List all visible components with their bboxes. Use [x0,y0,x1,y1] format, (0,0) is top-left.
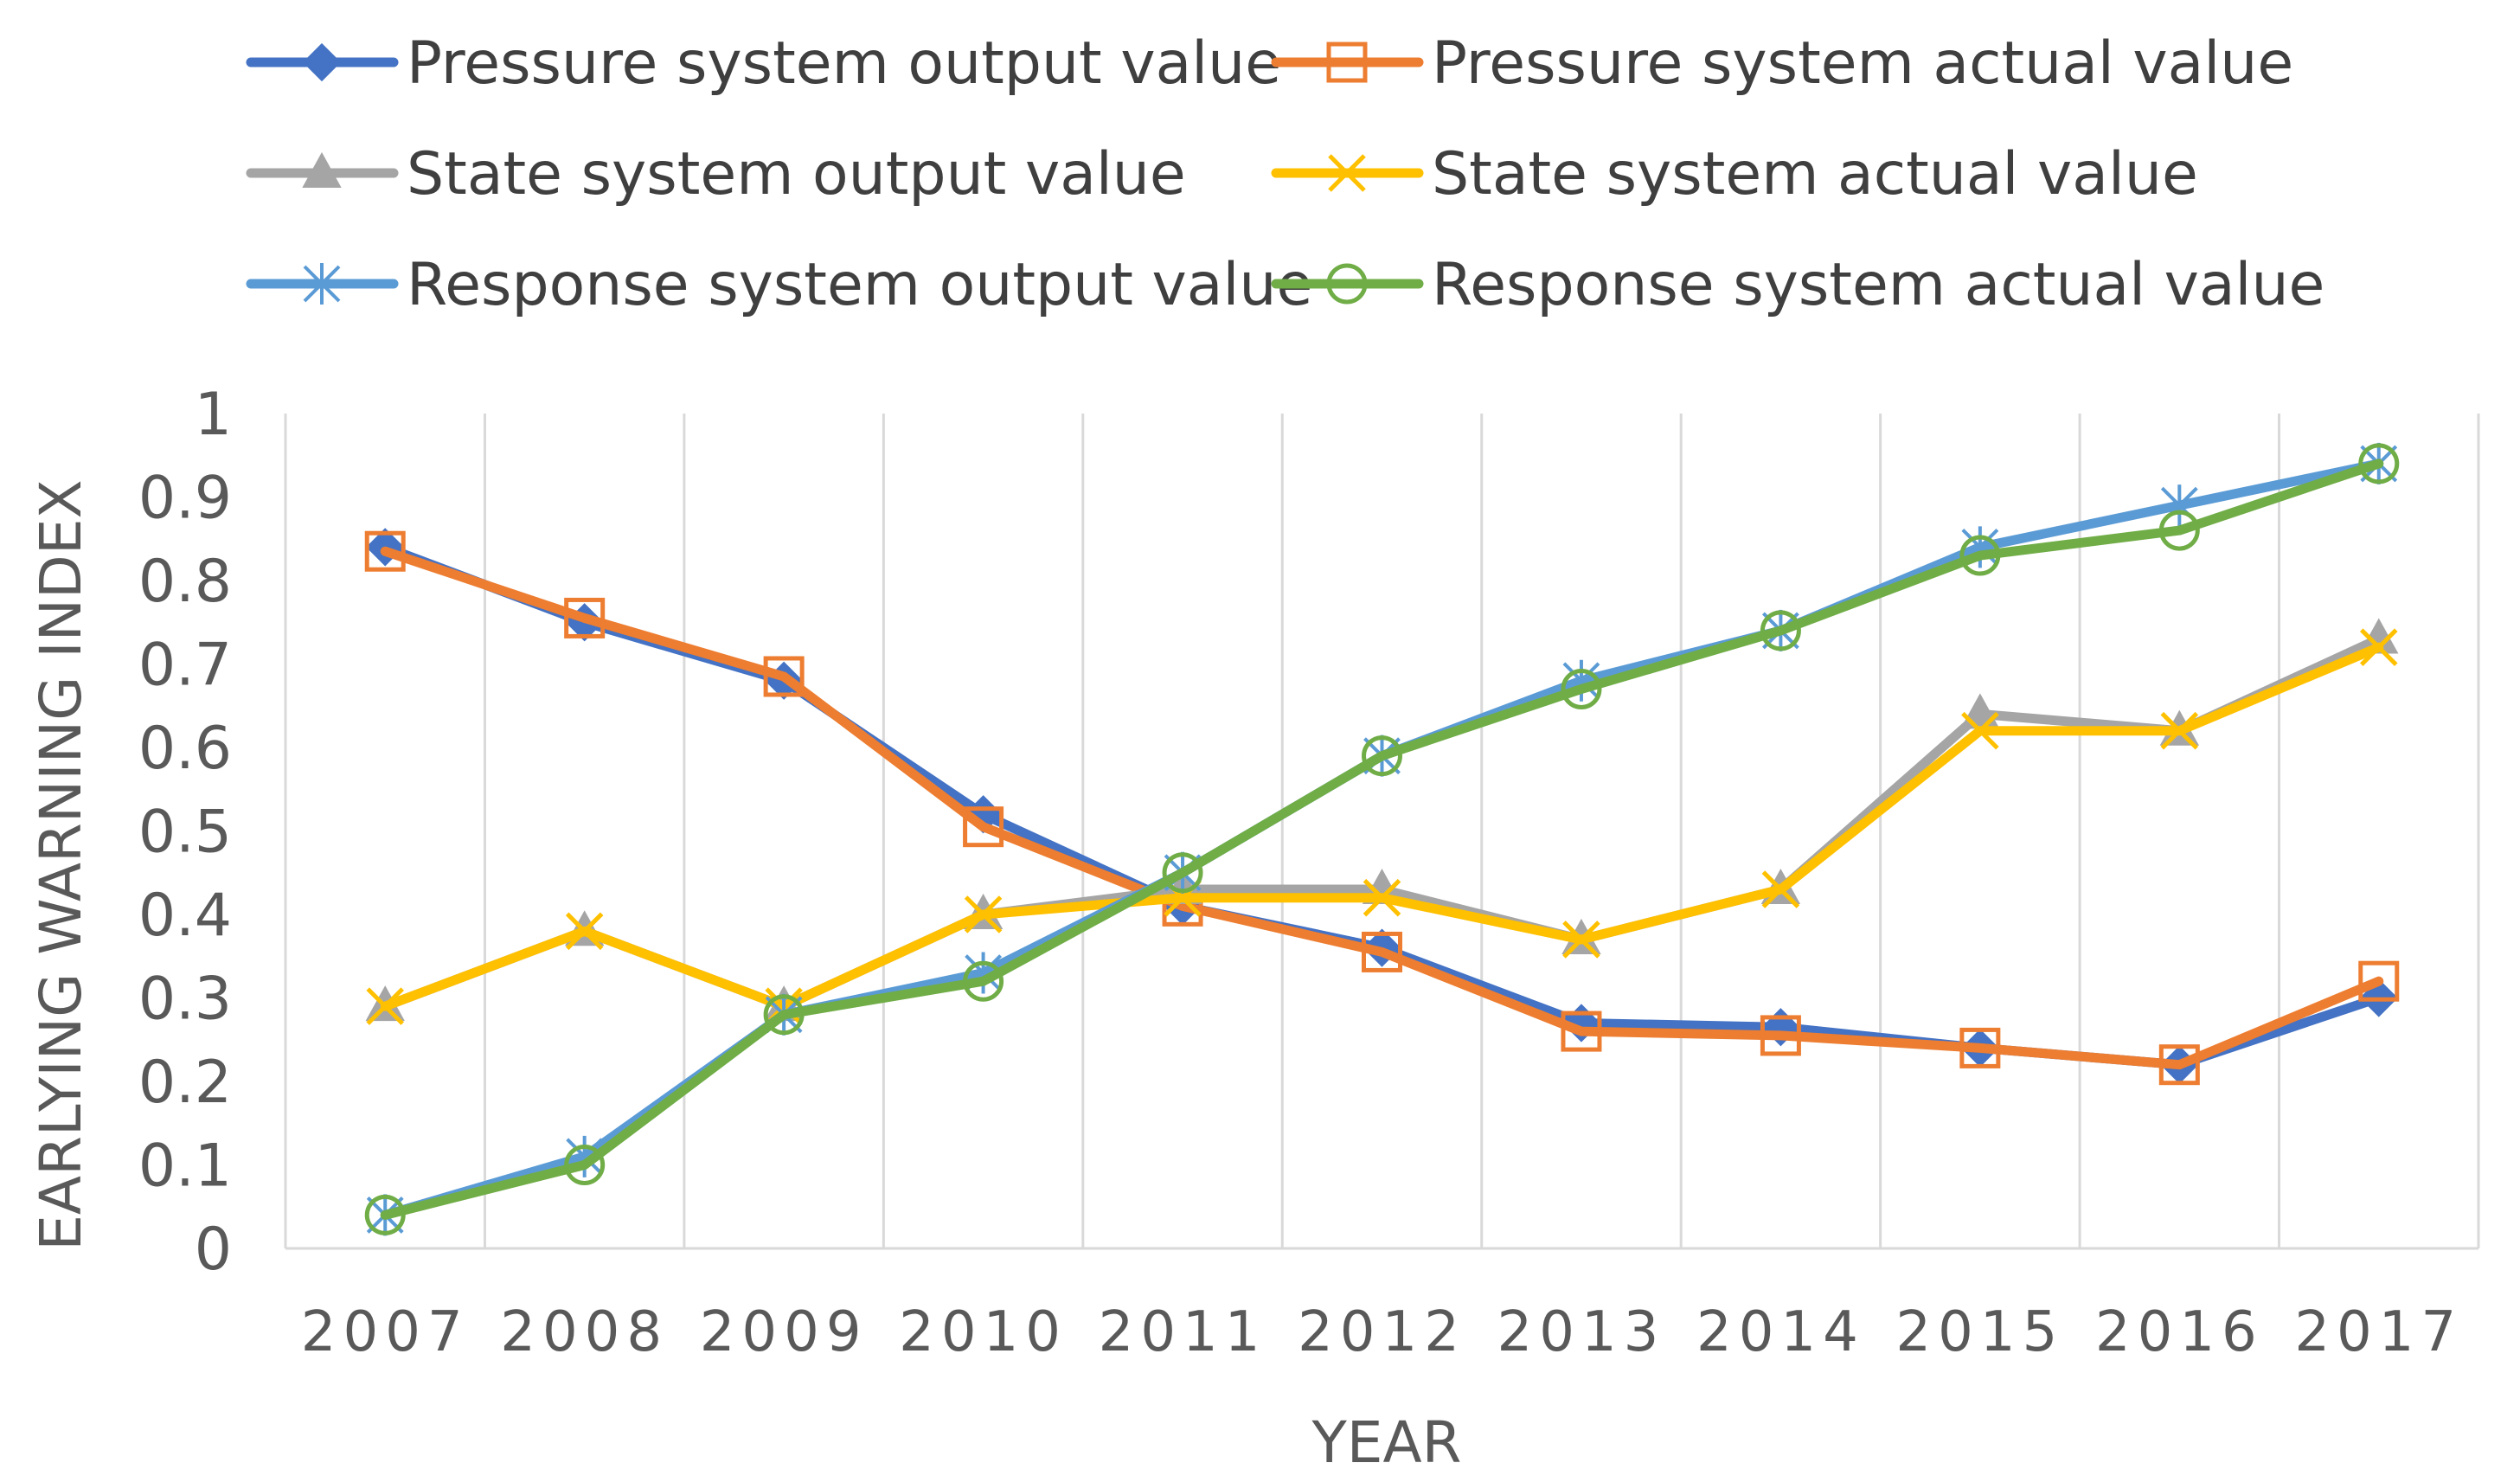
data-point [1362,735,1402,777]
legend-marker [1326,42,1368,83]
y-tick-label: 0.1 [138,1132,232,1201]
data-point [1760,1015,1801,1056]
axis-layer: 0 0.1 0.2 0.3 0.4 0.5 0.6 0.7 0.8 0.9 1 2007 2008 200… [138,381,2478,1364]
grid-layer [284,414,2480,1248]
data-point [564,1145,606,1185]
y-tick-label: 0.8 [138,548,232,616]
y-axis-title: EARLYING WARNING INDEX [28,479,94,1251]
y-tick-label: 0.4 [138,882,232,950]
y-tick-label: 1 [195,381,232,449]
data-point [366,987,404,1025]
x-tick-label: 2014 [1696,1300,1865,1364]
legend-marker [303,263,341,305]
legend-item: Pressure system output value [246,29,1281,98]
legend-label: Response system actual value [1432,251,2324,319]
legend-label: Pressure system output value [407,29,1281,98]
x-tick-label: 2009 [700,1300,869,1364]
data-point [1162,852,1203,894]
data-point [1561,1010,1602,1052]
legend-item: State system actual value [1271,140,2198,209]
legend-item: State system output value [246,140,1186,209]
legend-item: Response system output value [246,251,1312,319]
data-point [2360,628,2398,666]
data-point [1561,668,1602,709]
series-line [380,546,2384,1070]
legend: Pressure system output value Pressure sys… [246,29,2324,319]
legend-label: Pressure system actual value [1432,29,2293,98]
x-tick-label: 2012 [1298,1300,1466,1364]
data-point [1362,931,1402,972]
legend-label: State system actual value [1432,140,2198,209]
data-point [2158,1044,2200,1086]
data-point [1959,1027,2001,1068]
data-point [364,1194,406,1235]
series-line [380,459,2384,1220]
series-1 [366,528,2398,1084]
data-point [763,656,805,697]
data-point [763,994,805,1036]
y-tick-label: 0.6 [138,715,232,783]
x-tick-label: 2010 [899,1300,1068,1364]
data-point [2158,510,2200,551]
data-point [963,960,1004,1002]
legend-marker [1326,263,1368,305]
x-tick-label: 2017 [2294,1300,2463,1364]
legend-marker [302,42,342,82]
y-tick-label: 0.3 [138,966,232,1034]
legend-item: Response system actual value [1271,251,2324,319]
legend-marker [302,151,342,188]
legend-label: State system output value [407,140,1186,209]
y-tick-label: 0.7 [138,632,232,700]
data-point [2358,443,2400,484]
data-point [963,806,1004,848]
data-point [2358,960,2400,1002]
y-tick-label: 0.5 [138,799,232,867]
data-point [1761,870,1800,908]
data-point [1961,711,1999,750]
legend-label: Response system output value [407,251,1312,319]
data-point [1760,610,1801,651]
x-axis-title: YEAR [1311,1409,1461,1476]
x-tick-label: 2015 [1895,1300,2064,1364]
x-tick-label: 2008 [500,1300,669,1364]
series-2 [364,530,2400,1086]
y-tick-label: 0 [195,1216,232,1284]
y-tick-label: 0.2 [138,1049,232,1117]
data-point [564,597,606,638]
x-tick-label: 2013 [1497,1300,1666,1364]
x-tick-label: 2011 [1099,1300,1267,1364]
data-point [364,530,406,572]
series-5 [366,442,2398,1236]
x-tick-label: 2007 [301,1300,470,1364]
data-point [1363,878,1401,917]
data-point [1959,535,2001,576]
data-point [565,912,604,951]
x-tick-label: 2016 [2095,1300,2264,1364]
data-point [964,895,1003,933]
data-point [1562,921,1600,959]
series-6 [364,443,2400,1235]
data-point [2160,711,2199,750]
legend-marker [1328,154,1366,192]
y-tick-label: 0.9 [138,465,232,533]
series-layer [364,442,2400,1236]
legend-item: Pressure system actual value [1271,29,2293,98]
